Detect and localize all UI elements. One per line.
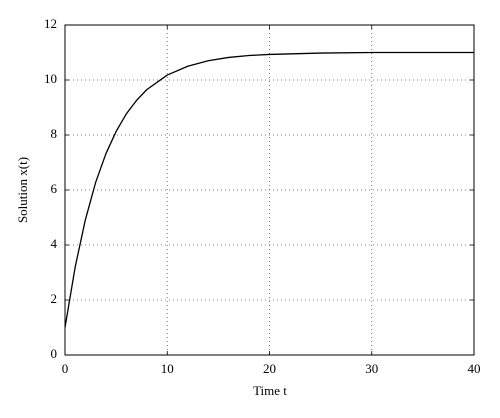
y-tick-label: 0	[51, 346, 58, 361]
y-tick-label: 6	[51, 181, 58, 196]
x-tick-label: 0	[62, 361, 69, 376]
x-tick-label: 40	[468, 361, 481, 376]
x-axis-label: Time t	[253, 383, 287, 398]
y-tick-label: 4	[51, 236, 58, 251]
plot-frame	[64, 24, 475, 356]
y-tick-label: 8	[51, 126, 58, 141]
y-tick-label: 10	[44, 71, 57, 86]
y-tick-label: 2	[51, 291, 58, 306]
x-tick-label: 30	[365, 361, 378, 376]
line	[64, 51, 474, 328]
y-tick-label: 12	[44, 16, 57, 31]
y-axis-label: Solution x(t)	[15, 157, 30, 223]
x-tick-label: 20	[263, 361, 276, 376]
x-tick-label: 10	[161, 361, 174, 376]
